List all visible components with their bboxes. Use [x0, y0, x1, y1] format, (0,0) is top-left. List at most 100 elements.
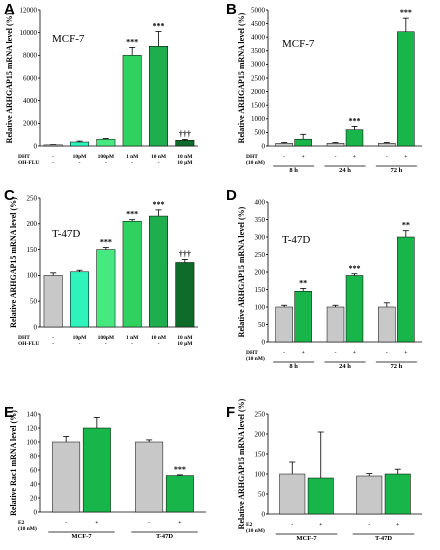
bar: [397, 31, 415, 147]
y-tick-label: 400: [255, 198, 266, 206]
y-tick-label: 50: [30, 298, 38, 306]
bar: [275, 143, 293, 147]
y-tick-label: 1000: [251, 115, 266, 123]
condition-label-2: -: [131, 341, 133, 347]
condition-label-2: -: [79, 160, 81, 166]
y-tick-label: 80: [30, 452, 38, 460]
y-tick-label: 150: [255, 286, 266, 294]
y-tick-label: 100: [27, 272, 38, 280]
condition-label: 1 nM: [126, 335, 139, 341]
significance-label: ***: [126, 37, 138, 46]
y-tick-label: 250: [255, 251, 266, 259]
y-tick-label: 4000: [251, 34, 266, 42]
y-tick-label: 4500: [251, 20, 266, 28]
y-tick-label: 40: [30, 480, 38, 488]
y-tick-label: 500: [255, 129, 266, 137]
y-tick-label: 140: [27, 410, 38, 418]
condition-label: +: [396, 522, 399, 528]
y-axis-label: Relative Rac1 mRNA level (%): [9, 410, 18, 516]
y-tick-label: 1500: [251, 102, 266, 110]
bar: [378, 306, 396, 343]
condition-label: 100pM: [98, 154, 115, 160]
y-tick-label: 0: [34, 508, 38, 516]
row-label-2: (10 nM): [246, 527, 265, 534]
panel-d: D 0 50 100 150 200 250 300 350 400 Relative ARHGAP…: [226, 187, 422, 370]
bar: [175, 140, 195, 147]
panel-b: B 0 500 1000 1500 2000 2500 3000 3500 4000 4500 500…: [226, 1, 422, 174]
y-tick-label: 350: [255, 216, 266, 224]
y-tick-label: 2000: [251, 88, 266, 96]
group-label: 24 h: [339, 363, 351, 370]
condition-label: +: [353, 350, 356, 356]
row-label-2: (10 nM): [246, 159, 265, 166]
bar: [307, 477, 334, 515]
y-tick-label: 200: [255, 268, 266, 276]
y-tick-label: 0: [34, 323, 38, 331]
y-axis-label: Relative ARHGAP15 mRNA level (%): [237, 398, 246, 529]
group-label: 72 h: [390, 363, 402, 370]
y-tick-label: 200: [27, 220, 38, 228]
row-label: E2: [246, 522, 253, 528]
significance-label: ***: [153, 200, 165, 209]
row-label-2: (10 nM): [246, 355, 265, 362]
condition-label: 1 nM: [126, 154, 139, 160]
group-label: T-47D: [156, 533, 173, 540]
condition-label: 10 nM: [177, 335, 193, 341]
condition-label: 10 nM: [151, 335, 167, 341]
bar: [149, 215, 168, 328]
condition-label: +: [319, 522, 322, 528]
panel-letter: F: [226, 404, 235, 421]
y-tick-label: 100: [255, 303, 266, 311]
y-tick-label: 3500: [251, 47, 266, 55]
significance-label: †††: [179, 129, 191, 138]
condition-label: +: [353, 154, 356, 160]
condition-label: -: [52, 335, 54, 341]
y-tick-label: 2500: [251, 74, 266, 82]
bar: [356, 475, 383, 515]
y-tick-label: 6000: [23, 74, 38, 82]
y-tick-label: 150: [27, 246, 38, 254]
condition-label-2: -: [158, 341, 160, 347]
significance-label: †††: [179, 249, 191, 258]
significance-label: **: [299, 278, 307, 287]
condition-label: -: [335, 154, 337, 160]
condition-label: +: [178, 520, 181, 526]
cell-line-label: T-47D: [282, 234, 310, 246]
y-axis-label: Relative ARHGAP15 mRNA level (%): [237, 12, 246, 143]
condition-label: -: [65, 520, 67, 526]
y-tick-label: 300: [255, 233, 266, 241]
condition-label: -: [386, 154, 388, 160]
y-tick-label: 20: [30, 494, 38, 502]
cell-line-label: MCF-7: [282, 38, 315, 50]
condition-label: 10pM: [73, 154, 88, 160]
y-tick-label: 200: [255, 430, 266, 438]
y-tick-label: 8000: [23, 52, 38, 60]
row-label-2: OH-FLU: [18, 341, 39, 347]
significance-label: ***: [153, 22, 165, 31]
bar: [122, 220, 142, 328]
group-label: 8 h: [289, 167, 298, 174]
bar: [70, 271, 89, 328]
panel-letter: C: [4, 187, 15, 204]
condition-label-2: -: [105, 341, 107, 347]
group-label: 24 h: [339, 167, 351, 174]
condition-label: 10 nM: [177, 154, 193, 160]
condition-label: -: [283, 350, 285, 356]
group-label: T-47D: [375, 535, 392, 542]
cell-line-label: T-47D: [52, 228, 80, 240]
bar: [378, 143, 396, 147]
condition-label-2: -: [105, 160, 107, 166]
condition-label-2: 10 µM: [177, 160, 193, 166]
bar: [43, 275, 63, 328]
y-tick-label: 0: [262, 338, 266, 346]
condition-label: 10pM: [73, 335, 88, 341]
y-tick-label: 150: [255, 450, 266, 458]
y-tick-label: 250: [27, 194, 38, 202]
y-tick-label: 3000: [251, 61, 266, 69]
row-label: E2: [18, 520, 25, 526]
condition-label: +: [302, 350, 305, 356]
bar: [397, 236, 415, 343]
y-tick-label: 60: [30, 466, 38, 474]
y-tick-label: 50: [258, 490, 266, 498]
condition-label: -: [52, 154, 54, 160]
